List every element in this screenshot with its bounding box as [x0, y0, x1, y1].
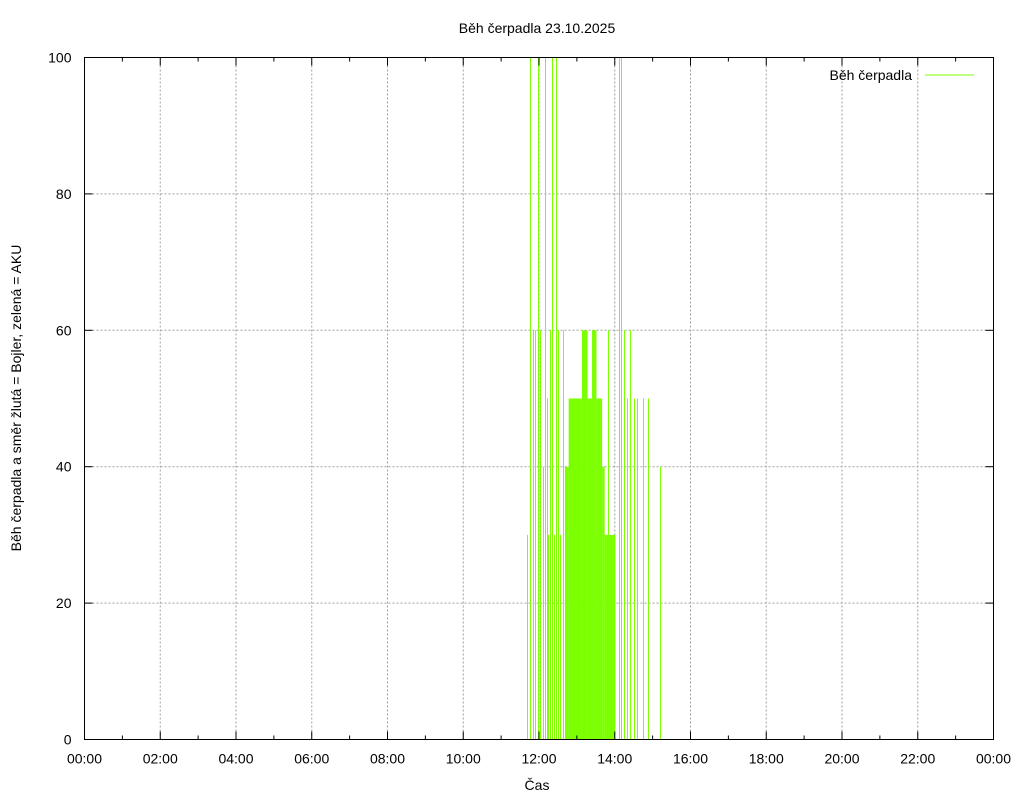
x-tick-label: 04:00 [218, 751, 253, 767]
bar [596, 398, 603, 740]
axis-ticks [84, 57, 994, 740]
chart-title: Běh čerpadla 23.10.2025 [459, 20, 616, 36]
x-tick-label: 14:00 [597, 751, 632, 767]
x-tick-label: 10:00 [446, 751, 481, 767]
legend: Běh čerpadla [829, 67, 974, 83]
data-series [527, 57, 661, 740]
bar [568, 398, 582, 740]
x-tick-label: 18:00 [749, 751, 784, 767]
x-tick-label: 00:00 [67, 751, 102, 767]
bar [592, 330, 597, 740]
bar [564, 466, 569, 740]
bar [581, 330, 588, 740]
x-tick-label: 16:00 [673, 751, 708, 767]
x-tick-label: 22:00 [900, 751, 935, 767]
y-tick-label: 40 [56, 459, 72, 475]
legend-label: Běh čerpadla [829, 67, 912, 83]
y-tick-label: 80 [56, 186, 72, 202]
x-tick-label: 02:00 [143, 751, 178, 767]
bar [587, 398, 593, 740]
x-tick-label: 20:00 [824, 751, 859, 767]
x-tick-label: 12:00 [521, 751, 556, 767]
y-tick-label: 0 [64, 732, 72, 748]
x-tick-label: 06:00 [294, 751, 329, 767]
y-tick-label: 60 [56, 322, 72, 338]
x-tick-label: 00:00 [976, 751, 1011, 767]
grid [84, 57, 994, 740]
bar [602, 466, 605, 740]
y-tick-label: 100 [48, 50, 72, 66]
y-axis-label: Běh čerpadla a směr žlutá = Bojler, zele… [8, 245, 24, 552]
axis-tick-labels: 0 20 40 60 80 100 00:00 02:00 04:00 06:00 08:00 10:… [48, 50, 1011, 767]
x-tick-label: 08:00 [370, 751, 405, 767]
x-axis-label: Čas [525, 777, 550, 793]
y-tick-label: 20 [56, 595, 72, 611]
bar [604, 534, 616, 740]
